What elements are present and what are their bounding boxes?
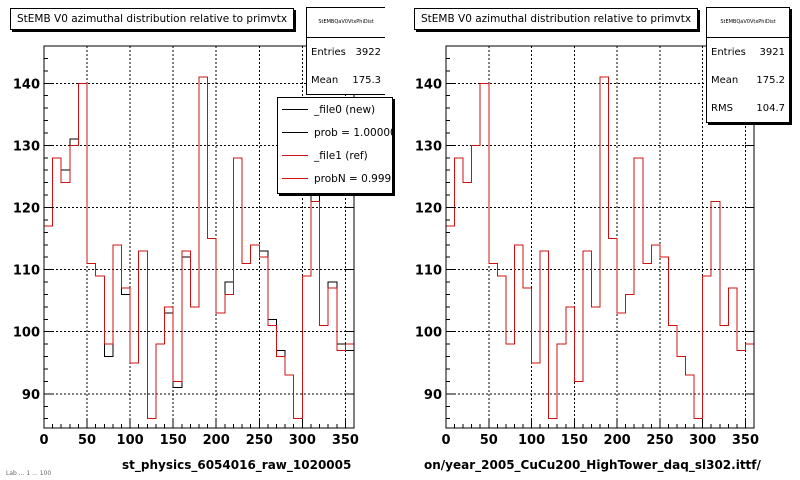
panel2-y-tick-label: 90	[424, 388, 442, 403]
panel1-title: StEMB V0 azimuthal distribution relative…	[10, 8, 295, 30]
panel1-stats-box: StEMBQaV0VtxPhiDist Entries 3922 Mean 17…	[306, 7, 385, 95]
panel2-x-tick-label: 350	[732, 433, 759, 448]
panel2-y-tick-label: 140	[415, 77, 442, 92]
panel2-stat-value: 104.7	[756, 102, 785, 114]
legend-item: _file0 (new)	[278, 98, 392, 121]
panel1-stat-value: 3922	[355, 46, 381, 58]
panel2-x-tick-label: 150	[561, 433, 588, 448]
panel2-y-tick-label: 120	[415, 201, 442, 216]
panel1-x-axis-title: st_physics_6054016_raw_1020005	[122, 458, 352, 472]
panel2-x-tick-label: 100	[518, 433, 545, 448]
panel2-x-tick-label: 250	[646, 433, 673, 448]
legend-label: _file1 (ref)	[314, 149, 368, 162]
panel1-x-tick-label: 50	[78, 433, 96, 448]
panel2-stat-label: RMS	[711, 102, 733, 114]
panel1-stat-label: Mean	[311, 74, 339, 86]
panel1-x-tick-label: 150	[160, 433, 187, 448]
panel1-x-tick-label: 300	[289, 433, 316, 448]
panel1-series-1-line	[44, 76, 354, 420]
panel1-stats-row: Entries 3922	[307, 38, 385, 66]
panel1-y-tick-label: 90	[22, 388, 40, 403]
legend-swatch	[282, 109, 308, 110]
legend-label: probN = 0.999995	[314, 172, 392, 185]
panel1-y-tick-label: 120	[13, 201, 40, 216]
panel1-y-tick-label: 110	[13, 264, 40, 279]
panel2-x-axis-title: on/year_2005_CuCu200_HighTower_daq_sl302…	[424, 458, 761, 472]
panel2-stats-row: Mean 175.2	[707, 66, 789, 94]
legend-item: prob = 1.000000	[278, 121, 392, 144]
panel2-x-tick-label: 300	[689, 433, 716, 448]
panel1-x-tick-label: 200	[203, 433, 230, 448]
panel1-x-tick-label: 250	[246, 433, 273, 448]
panel1-x-tick-label: 350	[332, 433, 359, 448]
panel2-x-tick-label: 200	[604, 433, 631, 448]
panel1-stat-label: Entries	[311, 46, 346, 58]
panel2-series-0-line	[446, 76, 754, 420]
panel1-y-tick-label: 130	[13, 139, 40, 154]
legend-swatch	[282, 132, 308, 133]
legend-swatch	[282, 155, 308, 156]
legend-item: _file1 (ref)	[278, 144, 392, 167]
panel2-stat-label: Mean	[711, 74, 739, 86]
panel1-y-tick-label: 140	[13, 77, 40, 92]
panel2-y-tick-label: 100	[415, 326, 442, 341]
panel2-stats-header: StEMBQaV0VtxPhiDist	[707, 8, 789, 38]
panel1-stats-header: StEMBQaV0VtxPhiDist	[307, 8, 385, 38]
panel2-stat-label: Entries	[711, 46, 746, 58]
panel1-x-tick-label: 0	[39, 433, 48, 448]
panel2-x-tick-label: 50	[480, 433, 498, 448]
panel2-stats-box: StEMBQaV0VtxPhiDist Entries 3921 Mean 17…	[706, 7, 790, 123]
legend-item: probN = 0.999995	[278, 167, 392, 190]
panel1-stat-value: 175.3	[352, 74, 381, 86]
panel2-y-tick-label: 110	[415, 264, 442, 279]
legend-label: prob = 1.000000	[314, 126, 392, 139]
panel2-y-tick-label: 130	[415, 139, 442, 154]
panel1-y-tick-label: 100	[13, 326, 40, 341]
panel2-x-tick-label: 0	[441, 433, 450, 448]
panel1-x-tick-label: 100	[117, 433, 144, 448]
panel2-title: StEMB V0 azimuthal distribution relative…	[414, 8, 699, 30]
panel2-stat-value: 3921	[759, 46, 785, 58]
footer-smudge: Lab ... 1 ... 100	[6, 470, 52, 477]
panel2-stats-row: RMS 104.7	[707, 94, 789, 122]
panel2-stats-row: Entries 3921	[707, 38, 789, 66]
legend-swatch	[282, 178, 308, 179]
legend-label: _file0 (new)	[314, 103, 376, 116]
panel1-legend: _file0 (new) prob = 1.000000 _file1 (ref…	[277, 97, 393, 194]
panel1-stats-row: Mean 175.3	[307, 66, 385, 94]
panel2-stat-value: 175.2	[756, 74, 785, 86]
